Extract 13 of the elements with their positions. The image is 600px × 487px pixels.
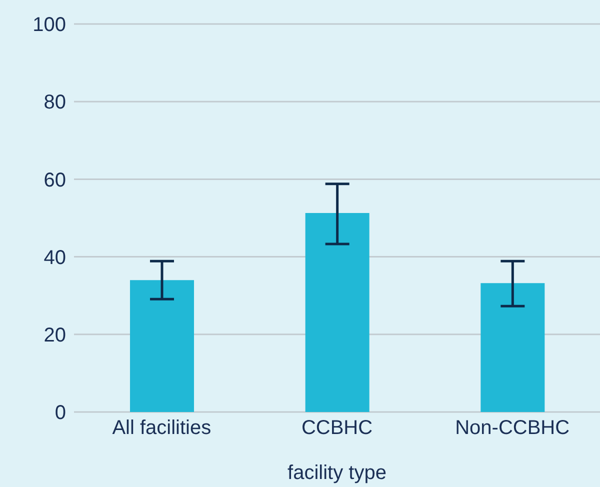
y-tick-label: 100 bbox=[32, 14, 66, 36]
y-tick-label: 20 bbox=[44, 324, 66, 346]
x-tick-label: Non-CCBHC bbox=[455, 417, 570, 440]
x-axis-title: facility type bbox=[288, 462, 386, 484]
x-tick-label: All facilities bbox=[112, 417, 212, 440]
y-tick-label: 0 bbox=[54, 402, 66, 424]
y-tick-label: 80 bbox=[44, 92, 66, 114]
x-tick-label: CCBHC bbox=[301, 417, 373, 440]
y-tick-label: 60 bbox=[44, 169, 66, 192]
bar bbox=[480, 283, 545, 412]
bar bbox=[305, 212, 370, 412]
y-tick-label: 40 bbox=[44, 246, 66, 269]
bar bbox=[130, 280, 194, 412]
